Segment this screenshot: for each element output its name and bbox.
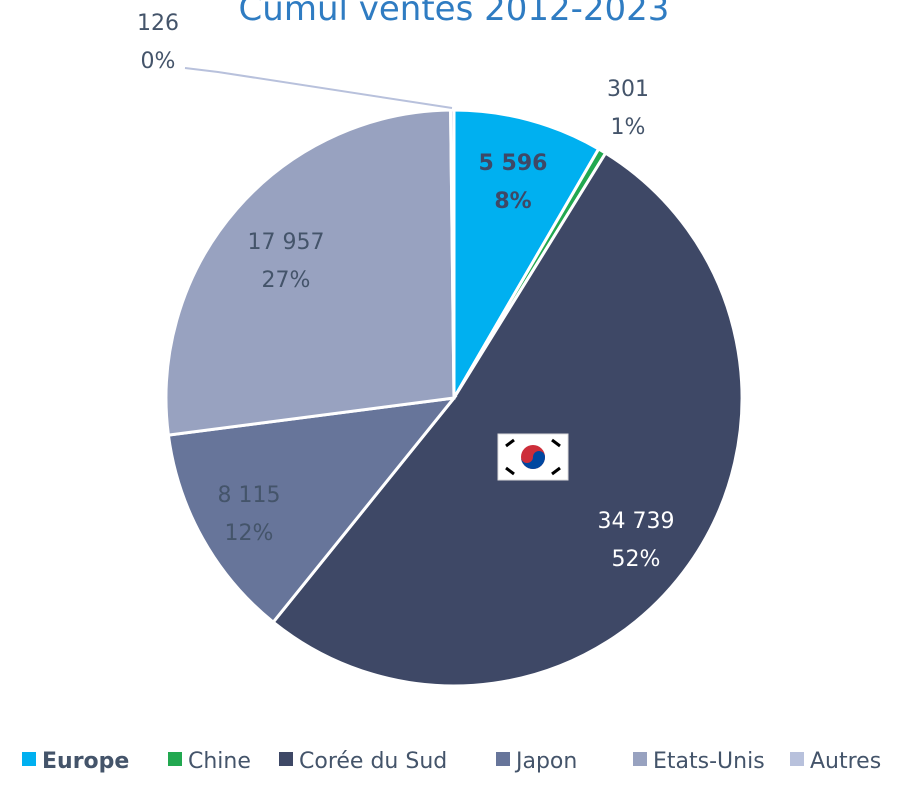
chart-title: Cumul ventes 2012-2023 xyxy=(239,0,670,29)
pie-slice xyxy=(449,108,456,399)
legend-swatch xyxy=(168,752,182,766)
legend-label: Autres xyxy=(810,749,881,774)
legend-swatch xyxy=(22,752,36,766)
percent-label: 0% xyxy=(141,49,176,74)
legend-swatch xyxy=(633,752,647,766)
legend-label: Chine xyxy=(188,749,251,774)
percent-label: 52% xyxy=(612,547,661,572)
data-label: 17 957 xyxy=(248,230,325,255)
pie-slice xyxy=(271,151,744,688)
percent-label: 1% xyxy=(611,115,646,140)
pie-slice xyxy=(164,108,456,437)
percent-label: 12% xyxy=(225,521,274,546)
data-label: 34 739 xyxy=(598,509,675,534)
legend-label: Corée du Sud xyxy=(299,749,447,774)
data-label: 126 xyxy=(137,11,179,36)
legend-swatch xyxy=(496,752,510,766)
percent-label: 8% xyxy=(494,189,531,214)
flag-icon xyxy=(497,433,569,481)
data-label: 8 115 xyxy=(218,483,281,508)
data-label: 301 xyxy=(607,77,649,102)
legend-label: Etats-Unis xyxy=(653,749,765,774)
pie-slice xyxy=(166,396,458,625)
legend-swatch xyxy=(790,752,804,766)
legend-label: Europe xyxy=(42,749,129,774)
percent-label: 27% xyxy=(262,268,311,293)
legend-label: Japon xyxy=(514,749,577,774)
legend-swatch xyxy=(279,752,293,766)
leader-line xyxy=(184,67,453,109)
pie-slice xyxy=(452,108,601,404)
data-label: 5 596 xyxy=(479,151,548,176)
